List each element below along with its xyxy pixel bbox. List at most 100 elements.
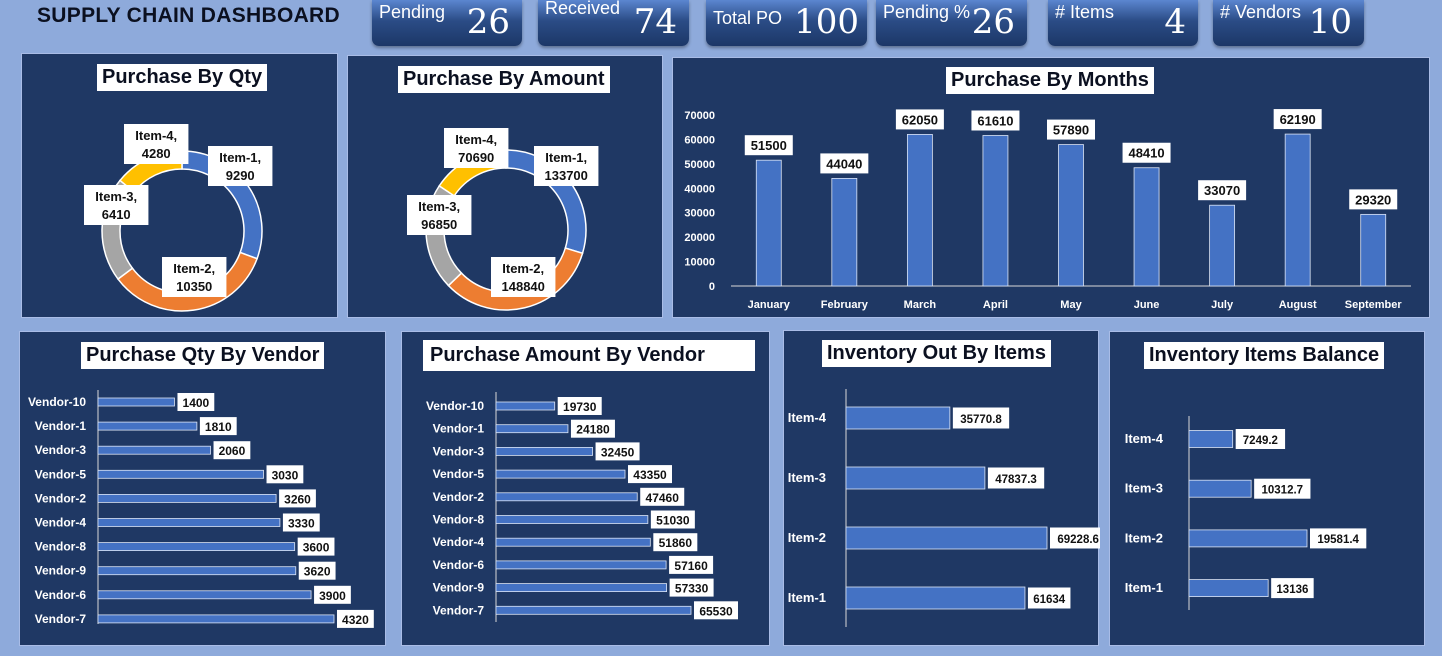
data-label-box <box>952 407 1010 429</box>
kpi-total-po-card: Total PO 100 <box>706 0 867 46</box>
slice-data-label: Item-1, <box>219 150 261 165</box>
data-label-box <box>971 110 1020 131</box>
horizontal-bar <box>97 421 198 431</box>
y-axis-tick-label: Vendor-4 <box>433 535 485 549</box>
y-axis-tick-label: Vendor-5 <box>35 467 87 481</box>
bar-data-label: 3620 <box>304 565 331 579</box>
horizontal-bar <box>845 406 951 430</box>
inventory-items-balance-panel: Inventory Items Balance Item-4 7249.2 Item… <box>1109 331 1425 646</box>
month-bar <box>906 134 933 287</box>
slice-data-label: Item-3, <box>95 189 137 204</box>
inventory-out-by-items-panel: Inventory Out By Items Item-4 35770.8 Item… <box>783 330 1100 646</box>
bar-data-label: 62050 <box>902 112 938 127</box>
bar-data-label: 29320 <box>1355 192 1391 207</box>
y-axis-tick-label: Vendor-6 <box>35 588 87 602</box>
slice-data-label-box <box>84 185 149 225</box>
purchase-by-amount-panel: Purchase By Amount Item-1, 133700 Item-2, 1… <box>347 55 663 318</box>
kpi-label: # Items <box>1055 2 1115 22</box>
bar-data-label: 35770.8 <box>960 414 1002 426</box>
purchase-amount-by-vendor-panel: Purchase Amount By Vendor Vendor-10 19730… <box>401 331 770 646</box>
month-bar <box>1209 204 1236 287</box>
kpi-label: Pending % <box>883 2 971 22</box>
horizontal-bar <box>1188 579 1269 598</box>
y-axis-tick-label: Vendor-1 <box>35 419 87 433</box>
inventory-out-by-items-bar-chart: Item-4 35770.8 Item-3 47837.3 Item-2 69228.6 I… <box>788 389 1100 627</box>
horizontal-bar <box>97 397 175 407</box>
horizontal-bar <box>1188 430 1234 448</box>
data-label-box <box>595 442 640 461</box>
bar-data-label: 47460 <box>646 491 680 505</box>
y-axis-tick-label: Item-1 <box>788 590 826 605</box>
bar-data-label: 57330 <box>675 582 709 596</box>
bar-data-label: 3900 <box>319 589 346 603</box>
data-label-box <box>297 537 335 556</box>
data-label-box <box>1235 429 1286 449</box>
data-label-box <box>1271 578 1314 599</box>
month-bar <box>1360 213 1387 287</box>
horizontal-bar <box>495 401 556 411</box>
data-label-box <box>987 467 1045 489</box>
dashboard-title: SUPPLY CHAIN DASHBOARD <box>37 4 340 27</box>
slice-data-label: Item-2, <box>173 261 215 276</box>
horizontal-bar <box>97 566 297 576</box>
y-axis-tick-label: Item-4 <box>1125 431 1164 446</box>
month-bar <box>1058 144 1084 287</box>
y-axis-tick-label: Item-3 <box>1125 481 1163 496</box>
x-axis-tick-label: July <box>1211 299 1234 311</box>
bar-data-label: 32450 <box>601 445 635 459</box>
chart-title: Purchase Amount By Vendor <box>423 340 755 371</box>
bar-data-label: 62190 <box>1280 112 1316 127</box>
data-label-box <box>1310 528 1367 549</box>
bar-data-label: 51860 <box>659 536 693 550</box>
kpi-value: 26 <box>466 2 510 42</box>
bar-data-label: 51500 <box>751 138 787 153</box>
bar-data-label: 1810 <box>205 420 232 434</box>
data-label-box <box>1122 142 1171 163</box>
horizontal-bar <box>495 537 651 547</box>
kpi-value: 4 <box>1164 2 1186 42</box>
y-axis-tick-label: Vendor-7 <box>433 603 485 617</box>
purchase-by-amount-donut: Item-1, 133700 Item-2, 148840 Item-3, 96850 It… <box>407 128 599 311</box>
horizontal-bar <box>1188 479 1252 498</box>
y-axis-tick-label: Vendor-2 <box>433 490 485 504</box>
slice-data-label-box <box>208 146 273 186</box>
bar-data-label: 43350 <box>633 468 667 482</box>
slice-data-label-box <box>124 124 189 164</box>
bar-data-label: 61634 <box>1033 594 1066 606</box>
horizontal-bar <box>1188 529 1308 548</box>
y-axis-tick-label: Vendor-10 <box>426 399 484 413</box>
slice-data-label: 96850 <box>421 217 457 232</box>
bar-data-label: 61610 <box>977 113 1013 128</box>
slice-data-label: 70690 <box>458 150 494 165</box>
data-label-box <box>1047 119 1095 140</box>
bar-data-label: 19730 <box>563 400 597 414</box>
data-label-box <box>1273 109 1322 130</box>
slice-data-label: 6410 <box>102 207 131 222</box>
bar-data-label: 48410 <box>1128 146 1164 161</box>
kpi-value: 74 <box>633 2 677 42</box>
bar-data-label: 2060 <box>219 444 246 458</box>
horizontal-bar <box>845 526 1048 550</box>
slice-data-label-box <box>444 128 509 168</box>
y-axis-tick-label: Item-1 <box>1125 580 1163 595</box>
data-label-box <box>895 109 944 130</box>
horizontal-bar <box>97 542 296 552</box>
y-axis-tick-label: Vendor-1 <box>433 422 485 436</box>
slice-data-label: Item-4, <box>135 128 177 143</box>
data-label-box <box>557 397 602 415</box>
purchase-by-months-panel: Purchase By Months 0 10000 20000 30000 40000… <box>672 57 1430 318</box>
data-label-box <box>744 135 793 156</box>
bar-data-label: 13136 <box>1276 584 1308 596</box>
bar-data-label: 47837.3 <box>995 474 1037 486</box>
bar-data-label: 3330 <box>288 517 315 531</box>
bar-data-label: 44040 <box>826 156 862 171</box>
slice-data-label: 133700 <box>545 168 588 183</box>
bar-data-label: 7249.2 <box>1243 435 1278 447</box>
horizontal-bar <box>495 424 569 434</box>
kpi-label: Received <box>545 0 621 18</box>
bar-data-label: 33070 <box>1204 183 1240 198</box>
kpi-label: Pending <box>379 2 446 22</box>
data-label-box <box>627 465 672 484</box>
bar-data-label: 65530 <box>699 604 733 618</box>
bar-data-label: 19581.4 <box>1317 534 1359 546</box>
